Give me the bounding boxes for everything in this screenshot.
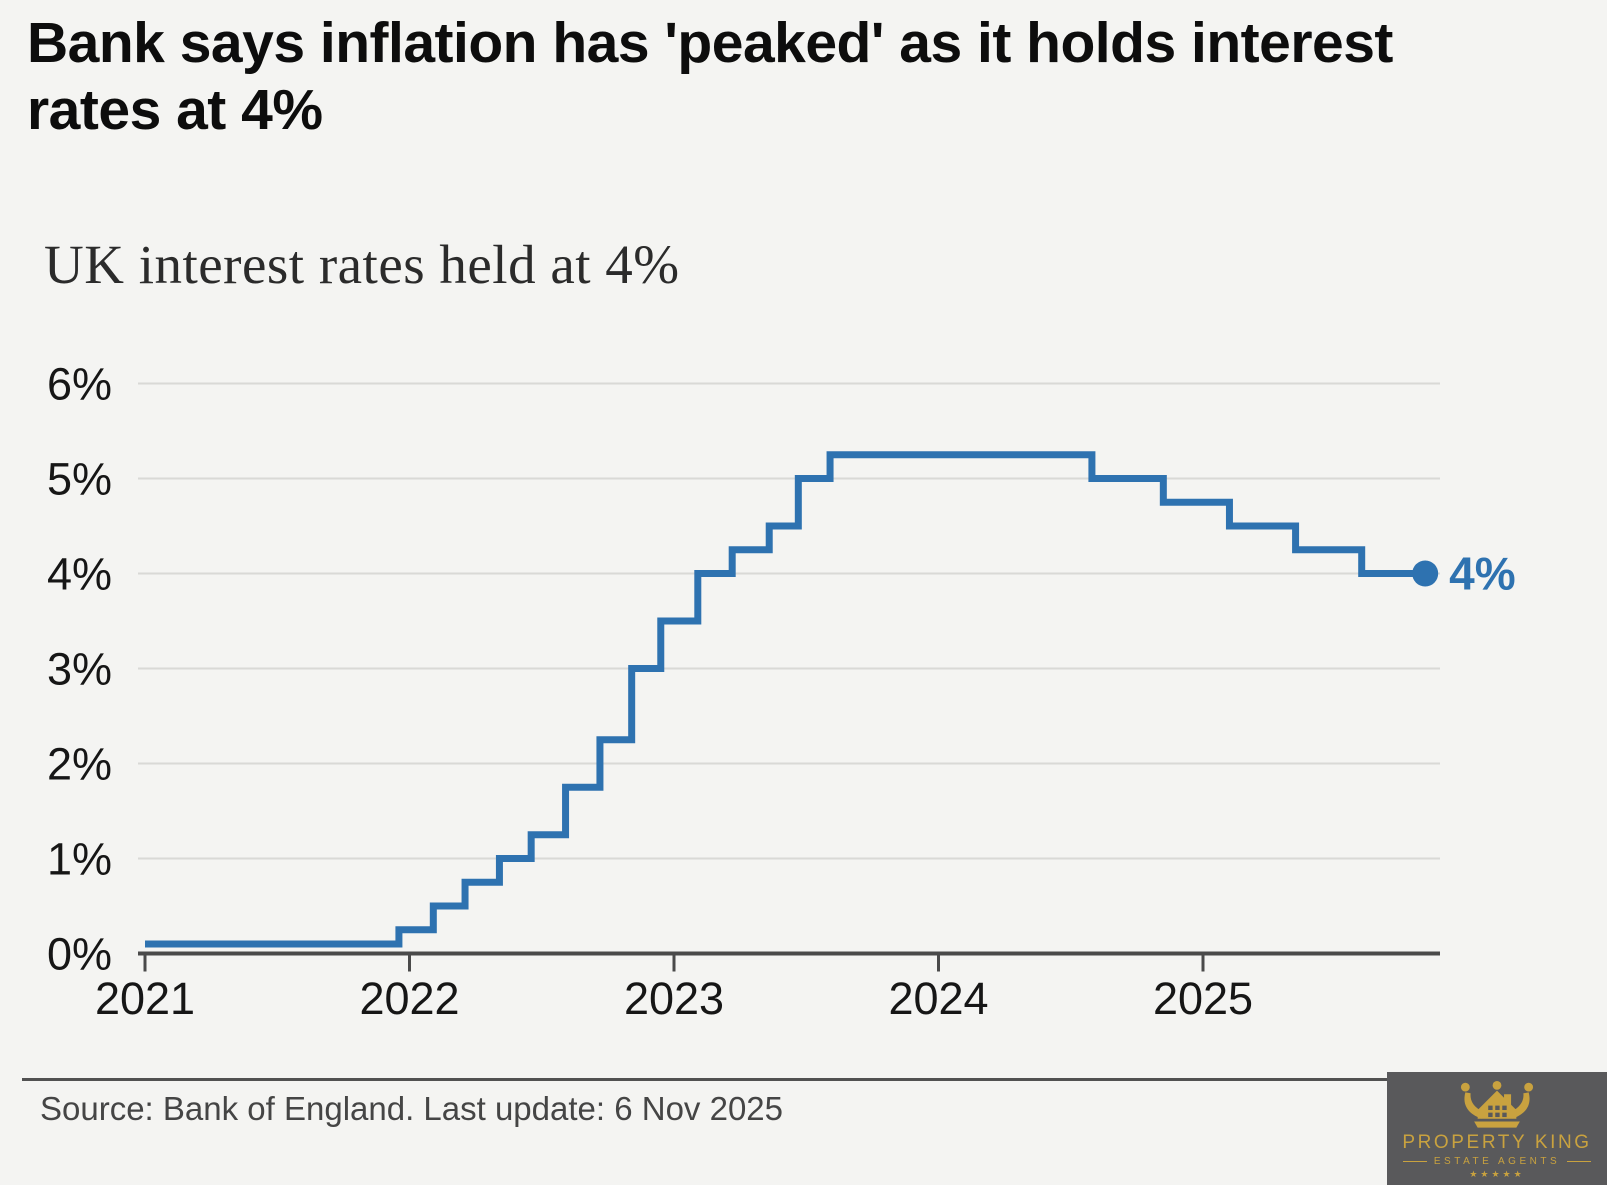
y-axis-label: 6% [47,359,112,410]
property-king-logo: PROPERTY KING ESTATE AGENTS ★★★★★ [1387,1072,1607,1185]
end-value-label: 4% [1449,548,1515,600]
rate-chart-svg: 0% 1% 2% 3% 4% 5% 6% 2021 2022 2023 2024 2025 4% [47,359,1516,1025]
y-axis-label: 5% [47,454,112,505]
chart-title: UK interest rates held at 4% [44,234,680,295]
logo-stars: ★★★★★ [1469,1168,1525,1179]
footer-divider [22,1078,1387,1081]
logo-brand-text: PROPERTY KING [1402,1131,1592,1153]
source-text: Source: Bank of England. Last update: 6 … [40,1090,784,1127]
end-point-dot [1412,560,1439,587]
x-axis-label: 2021 [95,973,195,1024]
y-axis-label: 1% [47,834,112,885]
y-axis-label: 4% [47,549,112,600]
x-axis-label: 2024 [888,973,988,1024]
rate-step-line [145,451,1426,948]
logo-tagline-text: ESTATE AGENTS [1433,1155,1561,1167]
y-axis-label: 0% [47,929,112,980]
crown-house-icon [1460,1080,1534,1128]
x-axis-label: 2022 [359,973,459,1024]
x-axis-label: 2023 [624,973,724,1024]
y-axis-label: 2% [47,739,112,790]
logo-rule-right [1567,1160,1592,1162]
headline: Bank says inflation has 'peaked' as it h… [27,11,1393,142]
logo-rule-left [1402,1160,1427,1162]
y-axis-label: 3% [47,644,112,695]
x-axis-label: 2025 [1153,973,1253,1024]
